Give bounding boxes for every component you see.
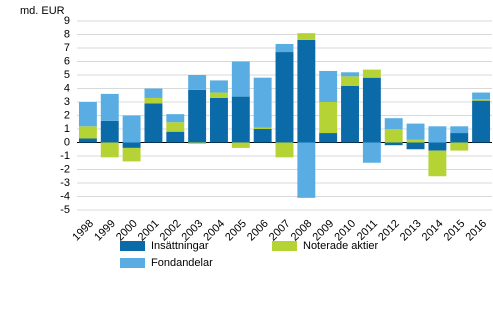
bar-segment [231,142,250,148]
bar-segment [122,142,141,148]
y-tick-label: 2 [64,109,70,121]
y-tick-label: 4 [64,82,70,94]
x-tick-label: 2007 [267,218,293,244]
bar-segment [231,61,250,97]
bar-segment [144,103,163,143]
bar-segment [253,129,272,143]
x-tick-label: 2015 [442,218,468,244]
y-tick-label: -2 [60,163,70,175]
y-tick-label: -5 [60,204,70,216]
y-tick-label: 8 [64,28,70,40]
bar-segment [122,147,141,162]
legend-swatch [120,258,145,268]
bar-segment [253,127,272,129]
bar-segment [144,88,163,98]
bar-segment [122,115,141,143]
bar-segment [450,133,469,143]
bar-segment [428,142,447,151]
x-tick-label: 2000 [114,218,140,244]
bar-segment [319,102,338,134]
x-tick-label: 2005 [223,218,249,244]
bar-segment [406,142,425,150]
bar-segment [450,126,469,134]
bar-segment [78,126,97,139]
bar-segment [210,97,228,143]
bar-segment [275,52,294,143]
bar-segment [362,77,381,143]
bar-segment [297,39,316,143]
bar-segment [144,97,163,104]
bar-segment [100,93,119,121]
bar-segment [384,118,403,129]
bar-segment [472,92,491,100]
bar-segment [406,139,425,143]
bar-segment [362,142,381,163]
bar-segment [319,70,338,102]
x-tick-label: 2016 [463,218,489,244]
x-tick-label: 2006 [245,218,271,244]
legend-label: Insättningar [151,240,209,252]
legend-swatch [120,241,145,251]
bar-segment [428,150,447,177]
bar-segment [210,80,228,93]
bar-segment [188,142,207,144]
bar-segment [275,43,294,53]
bar-segment [100,120,119,143]
bar-segment [166,114,185,123]
x-tick-label: 2013 [398,218,424,244]
y-tick-label: 7 [64,42,70,54]
bar-segment [166,122,185,132]
bar-segment [166,131,185,143]
y-tick-label: 3 [64,96,70,108]
y-tick-label: 6 [64,55,70,67]
bar-segment [384,129,403,143]
bar-segment [297,142,316,198]
bar-segment [472,100,491,143]
bar-segment [319,133,338,143]
y-tick-label: -4 [60,190,70,202]
x-tick-label: 2014 [420,218,446,244]
y-tick-label: -1 [60,150,70,162]
x-tick-label: 1999 [92,218,118,244]
bar-segment [78,102,97,127]
bar-segment [428,126,447,143]
bar-segment [297,33,316,40]
legend-swatch [272,241,297,251]
bar-segment [253,77,272,128]
bar-segment [341,72,359,77]
bar-segment [406,123,425,140]
legend-label: Fondandelar [151,257,213,269]
x-tick-label: 1998 [70,218,96,244]
bar-segment [231,96,250,143]
legend-label: Noterade aktier [303,240,379,252]
y-tick-label: -3 [60,177,70,189]
bar-segment [275,142,294,158]
y-tick-label: 0 [64,136,70,148]
y-axis-label: md. EUR [20,5,65,17]
bar-segment [100,142,119,158]
bar-segment [210,92,228,98]
bar-segment [450,142,469,151]
y-tick-label: 1 [64,123,70,135]
bar-segment [188,89,207,143]
bar-segment [341,76,359,86]
bar-segment [78,138,97,143]
y-tick-label: 5 [64,69,70,81]
x-tick-label: 2012 [376,218,402,244]
bar-segment [384,142,403,146]
bar-segment [341,85,359,143]
bar-segment [472,99,491,101]
bar-segment [188,75,207,90]
y-tick-label: 9 [64,15,70,27]
bar-segment [362,69,381,78]
